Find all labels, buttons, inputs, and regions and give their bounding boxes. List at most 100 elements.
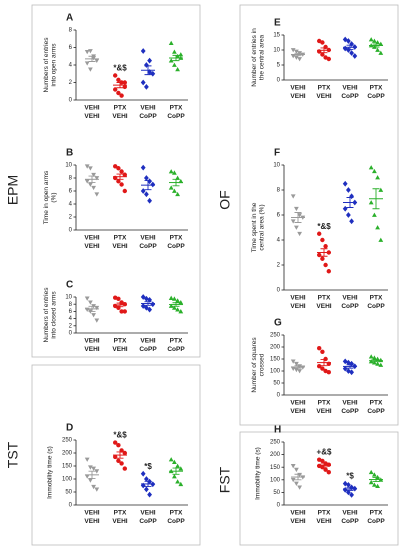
x-tick-label: VEHI (84, 113, 99, 120)
data-point (178, 52, 184, 57)
y-axis-label: Number of entries in (251, 28, 258, 87)
x-tick-label: VEHI (140, 338, 155, 345)
data-point (122, 80, 128, 85)
x-tick-label: VEHI (290, 408, 305, 415)
data-point (375, 175, 380, 180)
section-label: FST (217, 466, 233, 493)
data-point (113, 164, 118, 169)
significance-label: *$ (346, 472, 354, 481)
sem-bar (172, 178, 180, 187)
sem-bar (372, 188, 380, 210)
data-point (113, 87, 118, 92)
data-point (294, 55, 299, 60)
data-point (346, 38, 351, 44)
data-point (372, 38, 377, 43)
data-point (116, 166, 121, 171)
data-point (119, 169, 124, 174)
data-point (94, 305, 100, 311)
data-point (84, 474, 90, 479)
section-frame (31, 364, 201, 546)
panel-letter: H (274, 425, 281, 436)
data-point (116, 443, 121, 448)
data-point (172, 459, 177, 465)
section-label: EPM (5, 175, 21, 205)
data-point (352, 53, 358, 59)
y-axis-label: (%) (50, 192, 57, 202)
data-point (116, 77, 121, 83)
data-point (150, 70, 156, 77)
x-tick-label: CoPP (341, 303, 359, 310)
y-tick-label: 8 (277, 188, 281, 194)
data-point (119, 309, 124, 314)
sem-bar (88, 470, 96, 479)
data-point (113, 440, 118, 445)
data-point (150, 181, 156, 188)
y-tick-label: 5 (277, 63, 281, 69)
data-point (294, 361, 299, 367)
data-point (372, 472, 377, 477)
x-tick-label: CoPP (367, 303, 385, 310)
data-point (375, 47, 380, 52)
data-point (84, 49, 90, 55)
data-point (178, 466, 184, 471)
y-tick-label: 250 (62, 438, 73, 444)
sem-bar (372, 477, 380, 483)
y-tick-label: 50 (273, 490, 280, 496)
panel-letter: C (66, 280, 73, 291)
data-point (346, 212, 351, 218)
data-point (326, 470, 331, 475)
x-tick-label: VEHI (84, 235, 99, 242)
y-tick-label: 4 (69, 63, 73, 69)
data-point (84, 296, 90, 301)
x-tick-label: CoPP (341, 518, 359, 525)
significance-label: *&$ (317, 222, 331, 231)
data-point (372, 168, 377, 174)
y-tick-label: 6 (277, 213, 281, 219)
data-point (294, 49, 299, 54)
x-tick-label: PTX (170, 105, 183, 112)
data-point (119, 448, 124, 453)
sem-bar (116, 173, 124, 180)
x-tick-label: PTX (318, 400, 331, 407)
sem-bar (346, 197, 354, 208)
data-point (317, 364, 322, 369)
data-point (172, 188, 177, 193)
y-tick-label: 6 (69, 189, 73, 195)
x-tick-label: CoPP (167, 346, 185, 353)
data-point (122, 188, 128, 194)
panel-letter: F (274, 148, 280, 159)
data-point (175, 298, 180, 303)
data-point (320, 237, 325, 243)
data-point (326, 56, 331, 62)
data-point (375, 40, 380, 45)
data-point (342, 365, 348, 372)
data-point (122, 466, 128, 471)
data-point (175, 66, 180, 72)
data-point (375, 483, 380, 489)
panel-letter: B (66, 148, 73, 159)
x-tick-label: PTX (114, 235, 127, 242)
significance-label: *&$ (113, 431, 127, 440)
sem-bar (116, 82, 124, 89)
x-tick-label: VEHI (84, 105, 99, 112)
data-point (84, 61, 90, 66)
data-point (144, 175, 149, 181)
x-tick-label: PTX (370, 510, 383, 517)
y-axis-label: Number of squares (251, 337, 258, 393)
data-point (116, 179, 121, 184)
data-point (140, 303, 146, 309)
x-tick-label: VEHI (112, 113, 127, 120)
y-tick-label: 10 (65, 295, 72, 301)
y-axis-label: Immobility time (s) (47, 446, 54, 499)
y-axis-label: Time in open arms (43, 170, 50, 224)
y-axis-label: Time spent in the (251, 202, 258, 252)
panel-letter: D (66, 423, 73, 434)
sem-bar (88, 175, 96, 183)
y-tick-label: 4 (69, 202, 73, 208)
data-point (290, 464, 296, 469)
data-point (378, 187, 384, 192)
y-tick-label: 0 (277, 288, 281, 294)
sem-bar (294, 212, 302, 223)
data-point (144, 486, 149, 493)
x-tick-label: PTX (318, 295, 331, 302)
